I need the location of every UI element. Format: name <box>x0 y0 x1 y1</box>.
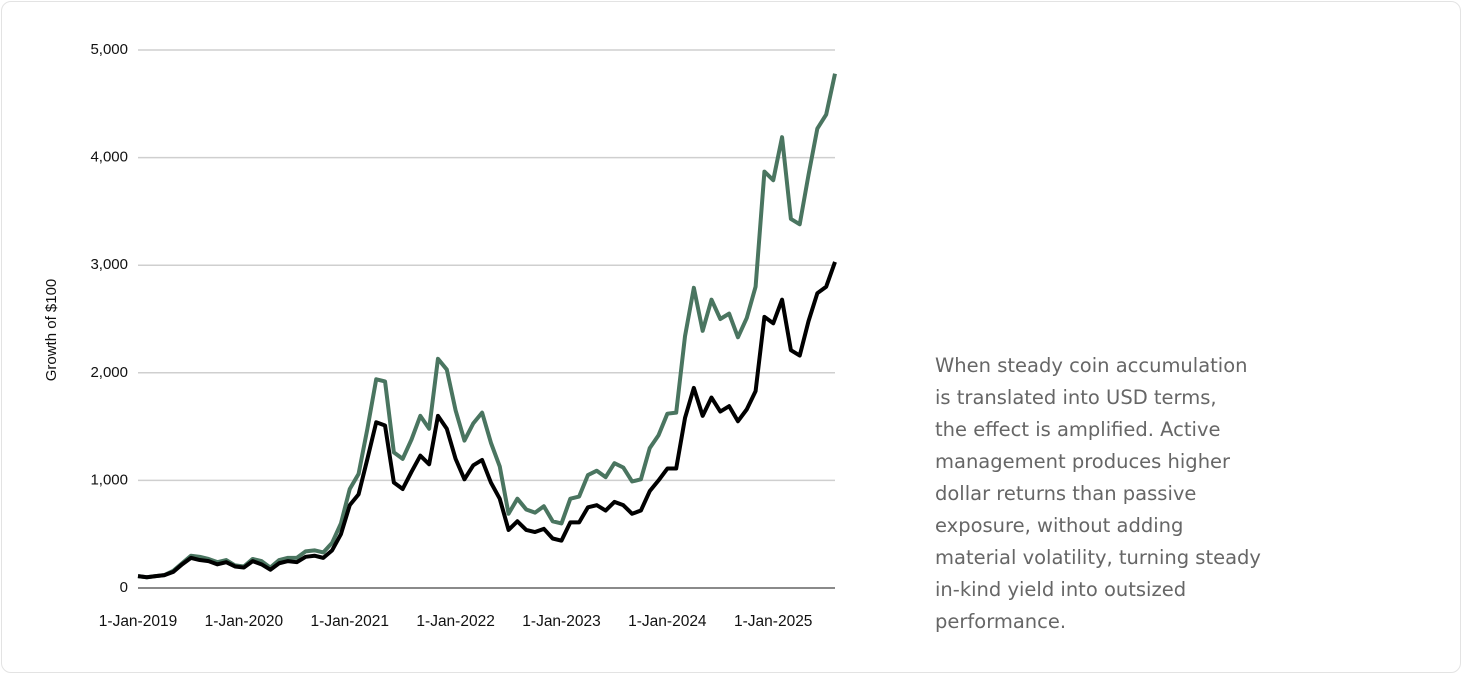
y-tick-label: 1,000 <box>90 471 128 488</box>
text-line: management produces higher <box>935 450 1231 473</box>
text-line: material volatility, turning steady <box>935 546 1261 569</box>
text-line: in-kind yield into outsized <box>935 578 1187 601</box>
x-tick-label: 1-Jan-2023 <box>522 613 600 630</box>
text-panel: When steady coin accumulation is translat… <box>935 350 1355 638</box>
y-tick-label: 3,000 <box>90 256 128 273</box>
x-tick-label: 1-Jan-2022 <box>416 613 494 630</box>
x-tick-label: 1-Jan-2021 <box>311 613 389 630</box>
text-line: dollar returns than passive <box>935 482 1197 505</box>
text-line: the effect is amplified. Active <box>935 418 1221 441</box>
text-line: is translated into USD terms, <box>935 386 1217 409</box>
y-tick-label: 0 <box>120 579 128 596</box>
y-axis-label: Growth of $100 <box>43 279 60 382</box>
x-tick-label: 1-Jan-2019 <box>99 613 177 630</box>
chart: Growth of $100 0 1,000 2,000 3,000 4,000 5,00… <box>43 41 837 630</box>
series-line <box>137 261 837 580</box>
series-line <box>137 73 837 580</box>
y-tick-label: 5,000 <box>90 41 128 58</box>
y-tick-label: 4,000 <box>90 149 128 166</box>
x-tick-label: 1-Jan-2024 <box>628 613 707 630</box>
y-tick-label: 2,000 <box>90 364 128 381</box>
text-line: When steady coin accumulation <box>935 354 1248 377</box>
text-line: exposure, without adding <box>935 514 1184 537</box>
x-tick-label: 1-Jan-2025 <box>734 613 812 630</box>
x-tick-label: 1-Jan-2020 <box>205 613 284 630</box>
text-line: performance. <box>935 610 1067 633</box>
